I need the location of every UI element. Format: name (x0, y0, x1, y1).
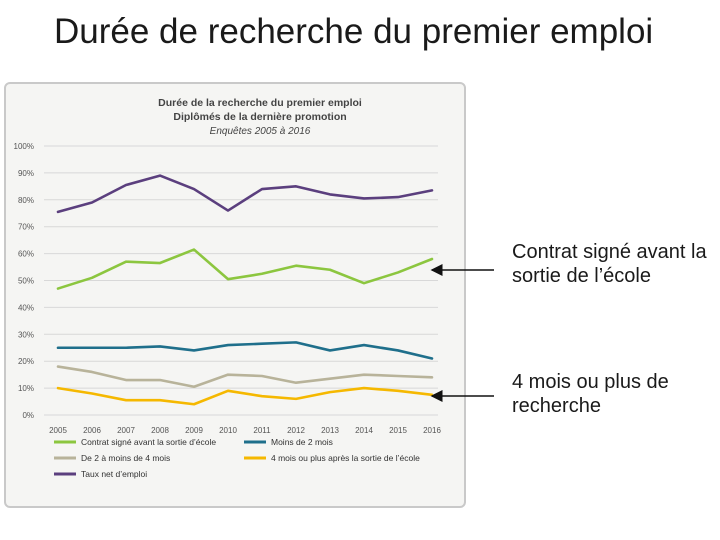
series-lines (56, 174, 434, 406)
callout-four-months: 4 mois ou plus de recherche (512, 371, 669, 417)
x-tick-label: 2008 (151, 426, 169, 435)
y-tick-label: 20% (18, 357, 34, 366)
callout-contract-signed: Contrat signé avant la sortie de l’école (512, 241, 707, 287)
y-tick-label: 40% (18, 303, 34, 312)
y-tick-label: 10% (18, 384, 34, 393)
y-tick-label: 60% (18, 250, 34, 259)
x-tick-label: 2011 (253, 426, 271, 435)
x-tick-label: 2010 (219, 426, 237, 435)
series-line (56, 341, 434, 360)
slide-title: Durée de recherche du premier emploi (54, 12, 654, 51)
y-tick-label: 50% (18, 277, 34, 286)
y-tick-label: 100% (14, 142, 34, 151)
x-axis-ticks: 2005 2006 2007 2008 2009 2010 2011 2012 2013 2014… (49, 426, 441, 435)
x-tick-label: 2015 (389, 426, 407, 435)
chart-panel: Durée de la recherche du premier emploi … (4, 82, 466, 508)
x-tick-label: 2012 (287, 426, 305, 435)
series-line (56, 365, 434, 389)
legend-entry: 4 mois ou plus après la sortie de l’écol… (271, 453, 420, 463)
line-chart: Durée de la recherche du premier emploi … (14, 97, 442, 479)
legend-entry: Moins de 2 mois (271, 437, 333, 447)
y-tick-label: 70% (18, 223, 34, 232)
legend-entry: Taux net d’emploi (81, 469, 147, 479)
y-tick-label: 0% (22, 411, 34, 420)
x-tick-label: 2006 (83, 426, 101, 435)
x-tick-label: 2009 (185, 426, 203, 435)
series-line (56, 174, 434, 214)
series-line (56, 248, 434, 290)
y-tick-label: 30% (18, 330, 34, 339)
chart-subtitle: Diplômés de la dernière promotion (173, 111, 346, 123)
x-tick-label: 2016 (423, 426, 441, 435)
y-axis-ticks: 0% 10% 20% 30% 40% 50% 60% 70% 80% 90% 100% (14, 142, 34, 420)
x-tick-label: 2005 (49, 426, 67, 435)
series-line (56, 386, 434, 406)
legend-entry: De 2 à moins de 4 mois (81, 453, 170, 463)
chart-subtitle-years: Enquêtes 2005 à 2016 (210, 126, 311, 137)
legend: Contrat signé avant la sortie d’école Moi… (54, 437, 420, 479)
x-tick-label: 2007 (117, 426, 135, 435)
x-tick-label: 2014 (355, 426, 373, 435)
chart-title: Durée de la recherche du premier emploi (158, 97, 362, 109)
x-tick-label: 2013 (321, 426, 339, 435)
y-tick-label: 80% (18, 196, 34, 205)
y-tick-label: 90% (18, 169, 34, 178)
legend-entry: Contrat signé avant la sortie d’école (81, 437, 216, 447)
